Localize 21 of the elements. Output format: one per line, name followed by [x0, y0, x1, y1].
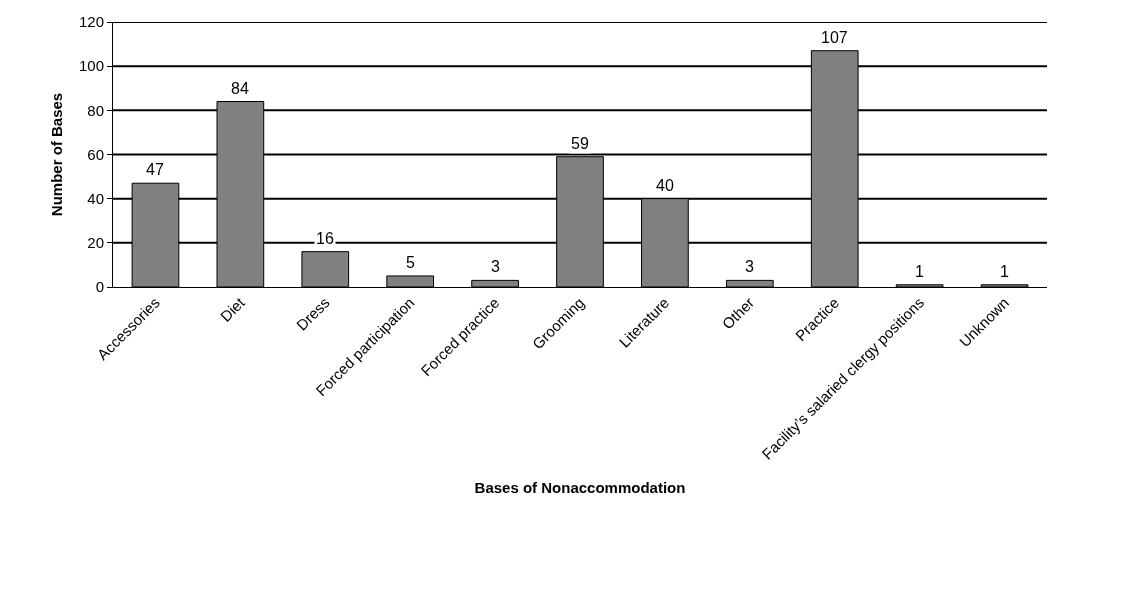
data-label: 1: [1000, 263, 1009, 280]
data-label: 40: [656, 177, 674, 194]
data-label: 16: [316, 230, 334, 247]
y-tick-label: 120: [78, 13, 104, 31]
data-label: 5: [406, 254, 415, 271]
y-tick-label: 20: [87, 234, 104, 252]
data-label: 3: [491, 258, 500, 275]
data-label: 3: [745, 258, 754, 275]
y-tick-label: 100: [78, 57, 104, 75]
y-tick-label: 40: [87, 189, 104, 207]
data-label: 59: [571, 135, 589, 152]
x-axis-title: Bases of Nonaccommodation: [474, 478, 686, 496]
data-label: 84: [231, 80, 249, 97]
y-tick-label: 60: [87, 145, 104, 163]
y-tick-label: 80: [87, 101, 104, 119]
x-tick-label: Diet: [216, 293, 249, 325]
data-label: 1: [915, 263, 924, 280]
data-label: 47: [146, 161, 164, 178]
y-tick-label: 0: [95, 278, 104, 296]
data-label: 107: [821, 29, 848, 46]
y-axis-title: Number of Bases: [48, 92, 66, 217]
